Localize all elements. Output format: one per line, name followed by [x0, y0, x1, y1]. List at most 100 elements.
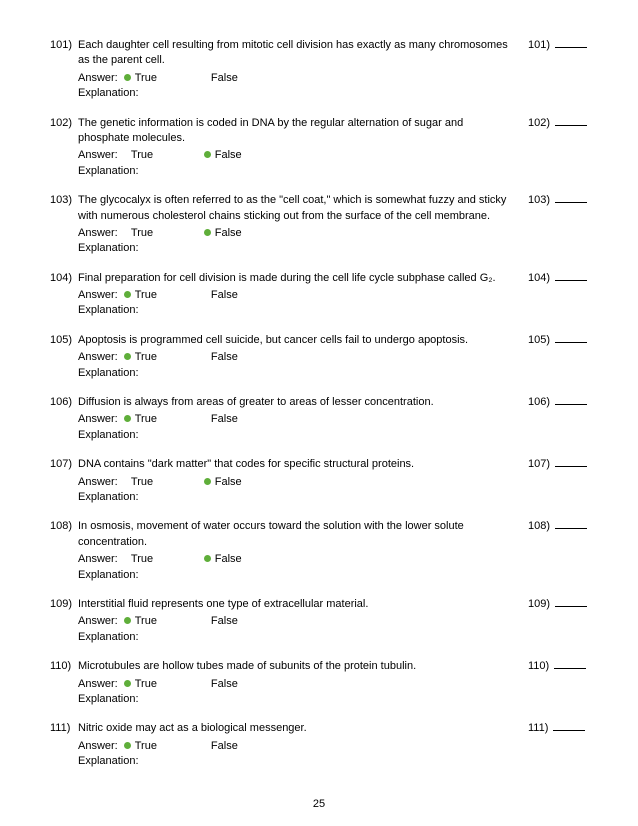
blank-line — [555, 606, 587, 607]
answer-label: Answer: — [78, 288, 118, 303]
answer-blank: 108) — [524, 519, 588, 583]
question-text: Microtubules are hollow tubes made of su… — [78, 659, 508, 674]
question-text: DNA contains "dark matter" that codes fo… — [78, 457, 508, 472]
false-label: False — [211, 72, 238, 84]
false-label: False — [215, 227, 242, 239]
option-false: False — [202, 614, 262, 629]
false-label: False — [215, 553, 242, 565]
answer-label: Answer: — [78, 226, 118, 241]
blank-line — [555, 280, 587, 281]
answer-blank: 102) — [524, 116, 588, 180]
explanation-label: Explanation: — [78, 303, 524, 318]
false-label: False — [211, 289, 238, 301]
explanation-label: Explanation: — [78, 164, 524, 179]
question-number: 105) — [50, 333, 78, 381]
blank-line — [554, 668, 586, 669]
question-row: 105)Apoptosis is programmed cell suicide… — [50, 333, 588, 381]
explanation-label: Explanation: — [78, 754, 524, 769]
check-icon — [124, 415, 131, 422]
right-number: 108) — [528, 520, 550, 532]
option-false: False — [202, 475, 262, 490]
answer-line: Answer: True False — [78, 552, 524, 567]
check-icon — [124, 742, 131, 749]
answer-line: Answer:True False — [78, 677, 524, 692]
question-text: Apoptosis is programmed cell suicide, bu… — [78, 333, 508, 348]
right-number: 103) — [528, 194, 550, 206]
question-number: 103) — [50, 193, 78, 257]
check-icon — [204, 151, 211, 158]
option-true: True — [122, 475, 182, 490]
answer-label: Answer: — [78, 350, 118, 365]
answer-blank: 106) — [524, 395, 588, 443]
true-label: True — [131, 476, 153, 488]
page-number: 25 — [0, 798, 638, 810]
answer-line: Answer: TrueFalse — [78, 475, 524, 490]
option-false: False — [202, 552, 262, 567]
question-text: The genetic information is coded in DNA … — [78, 116, 508, 147]
answer-blank: 103) — [524, 193, 588, 257]
question-row: 108)In osmosis, movement of water occurs… — [50, 519, 588, 583]
questions-list: 101) Each daughter cell resulting from mi… — [50, 38, 588, 769]
question-number: 110) — [50, 659, 78, 707]
true-label: True — [131, 149, 153, 161]
true-label: True — [135, 72, 157, 84]
answer-label: Answer: — [78, 677, 118, 692]
explanation-label: Explanation: — [78, 568, 524, 583]
false-label: False — [211, 351, 238, 363]
document-page: 101) Each daughter cell resulting from mi… — [0, 0, 638, 826]
check-icon — [204, 229, 211, 236]
question-number: 104) — [50, 271, 78, 319]
question-number: 109) — [50, 597, 78, 645]
answer-line: Answer: True False — [78, 148, 524, 163]
option-true: True — [122, 552, 182, 567]
right-number: 104) — [528, 272, 550, 284]
false-label: False — [215, 149, 242, 161]
check-icon — [124, 617, 131, 624]
explanation-label: Explanation: — [78, 366, 524, 381]
option-false: False — [202, 412, 262, 427]
true-label: True — [135, 678, 157, 690]
question-text: Each daughter cell resulting from mitoti… — [78, 38, 508, 69]
false-label: False — [215, 476, 242, 488]
option-true: True — [122, 412, 182, 427]
answer-line: Answer:True False — [78, 614, 524, 629]
answer-line: Answer: True False — [78, 412, 524, 427]
true-label: True — [135, 351, 157, 363]
question-text: Diffusion is always from areas of greate… — [78, 395, 508, 410]
answer-label: Answer: — [78, 148, 118, 163]
check-icon — [124, 353, 131, 360]
question-row: 101) Each daughter cell resulting from mi… — [50, 38, 588, 102]
answer-label: Answer: — [78, 552, 118, 567]
explanation-label: Explanation: — [78, 428, 524, 443]
right-number: 102) — [528, 117, 550, 129]
question-row: 104)Final preparation for cell division … — [50, 271, 588, 319]
false-label: False — [211, 615, 238, 627]
question-number: 108) — [50, 519, 78, 583]
option-true: True — [122, 677, 182, 692]
right-number: 101) — [528, 39, 550, 51]
answer-blank: 110) — [524, 659, 588, 707]
question-text: In osmosis, movement of water occurs tow… — [78, 519, 508, 550]
true-label: True — [135, 289, 157, 301]
question-number: 106) — [50, 395, 78, 443]
check-icon — [204, 478, 211, 485]
option-false: False — [202, 148, 262, 163]
blank-line — [555, 466, 587, 467]
question-row: 109)Interstitial fluid represents one ty… — [50, 597, 588, 645]
blank-line — [555, 342, 587, 343]
right-number: 111) — [528, 722, 548, 734]
question-row: 107)DNA contains "dark matter" that code… — [50, 457, 588, 505]
answer-line: Answer: True False — [78, 288, 524, 303]
answer-label: Answer: — [78, 412, 118, 427]
false-label: False — [211, 740, 238, 752]
blank-line — [555, 202, 587, 203]
explanation-label: Explanation: — [78, 490, 524, 505]
check-icon — [204, 555, 211, 562]
false-label: False — [211, 413, 238, 425]
answer-line: Answer: TrueFalse — [78, 226, 524, 241]
right-number: 105) — [528, 334, 550, 346]
right-number: 106) — [528, 396, 550, 408]
question-row: 106)Diffusion is always from areas of gr… — [50, 395, 588, 443]
option-true: True — [122, 614, 182, 629]
question-text: Interstitial fluid represents one type o… — [78, 597, 508, 612]
